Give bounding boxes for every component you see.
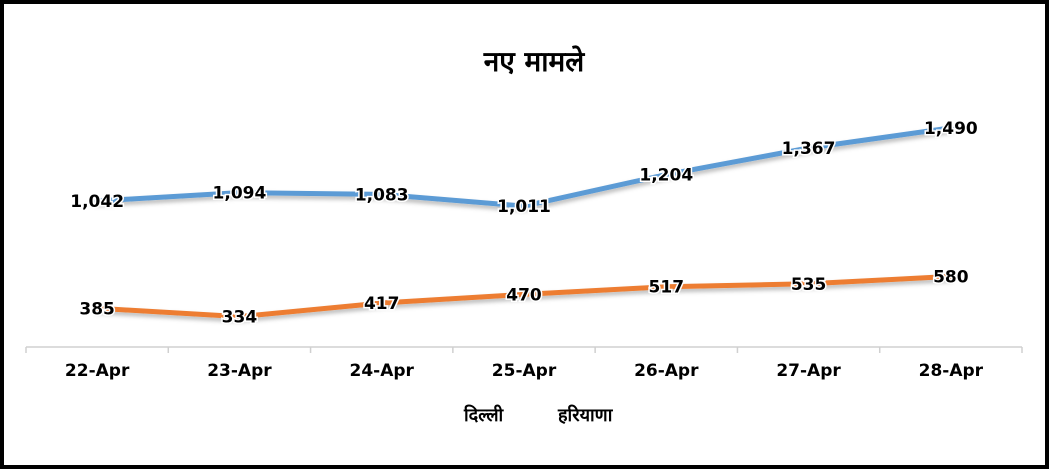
data-point xyxy=(807,282,811,286)
chart-title: नए मामले xyxy=(483,45,586,78)
data-point xyxy=(522,292,526,296)
x-tick-label: 28-Apr xyxy=(919,361,984,381)
x-tick-label: 25-Apr xyxy=(492,361,557,381)
data-point xyxy=(237,315,241,319)
data-point xyxy=(807,146,811,150)
x-tick-label: 22-Apr xyxy=(65,361,130,381)
x-axis: 22-Apr 23-Apr 24-Apr 25-Apr 26-Apr 27-Apr 28-A… xyxy=(25,346,1023,381)
data-label: 1,042 xyxy=(70,192,124,212)
data-point xyxy=(949,274,953,278)
data-label: 470 xyxy=(506,285,542,305)
data-point xyxy=(237,191,241,195)
data-point xyxy=(380,192,384,196)
data-point xyxy=(95,306,99,310)
data-label: 1,204 xyxy=(639,166,693,186)
series-layer xyxy=(94,125,954,320)
data-label: 1,367 xyxy=(782,139,836,159)
x-tick-label: 23-Apr xyxy=(207,361,272,381)
data-point xyxy=(664,285,668,289)
data-label: 385 xyxy=(79,299,115,319)
data-label: 1,083 xyxy=(355,185,409,205)
data-label: 1,094 xyxy=(213,184,267,204)
data-label: 535 xyxy=(791,275,827,295)
data-point xyxy=(522,204,526,208)
data-label: 517 xyxy=(649,278,685,298)
data-point xyxy=(380,301,384,305)
data-point xyxy=(949,126,953,130)
legend-label: हरियाणा xyxy=(557,404,614,426)
x-tick-label: 26-Apr xyxy=(634,361,699,381)
legend: दिल्ली हरियाणा xyxy=(415,404,614,426)
data-label: 1,490 xyxy=(924,119,978,139)
data-label: 417 xyxy=(364,294,400,314)
data-point xyxy=(95,199,99,203)
legend-label: दिल्ली xyxy=(463,404,505,426)
data-label: 580 xyxy=(933,267,969,287)
data-label: 1,011 xyxy=(497,197,551,217)
x-tick-label: 27-Apr xyxy=(776,361,841,381)
data-label: 334 xyxy=(222,308,258,328)
data-label-layer: 1,042 1,094 1,083 1,011 1,204 1,367 1,490 385 33… xyxy=(69,117,980,329)
x-tick-label: 24-Apr xyxy=(349,361,414,381)
data-point xyxy=(664,173,668,177)
